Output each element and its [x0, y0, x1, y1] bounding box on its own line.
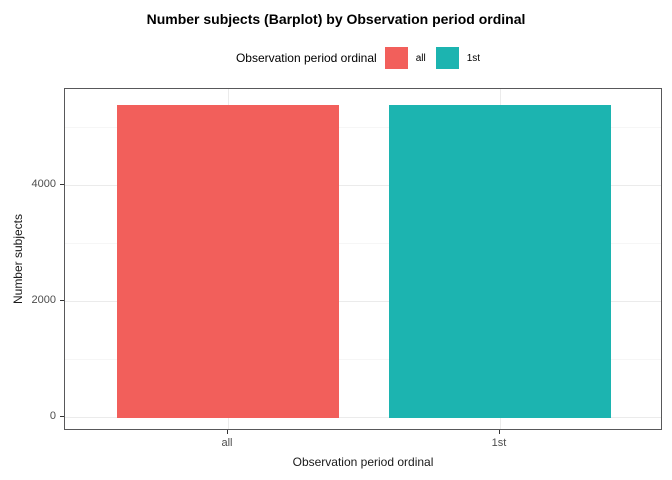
y-tick-mark — [60, 415, 64, 417]
gridline-minor — [65, 358, 661, 360]
y-tick-mark — [60, 299, 64, 301]
chart-title: Number subjects (Barplot) by Observation… — [146, 11, 526, 27]
gridline-major — [65, 416, 661, 418]
y-tick-mark — [60, 183, 64, 185]
x-tick-mark — [499, 430, 500, 434]
gridline-major — [65, 300, 661, 302]
bar-1st — [389, 104, 611, 418]
legend-swatch-all-icon — [384, 47, 408, 69]
legend-item-all: all — [384, 47, 426, 69]
legend-title: Observation period ordinal — [235, 51, 377, 65]
bar-all — [117, 104, 339, 418]
y-tick-label: 4000 — [31, 177, 56, 190]
y-tick-label: 0 — [49, 409, 56, 422]
y-tick-label: 2000 — [31, 293, 56, 306]
gridline-major — [65, 184, 661, 186]
y-axis-title: Number subjects — [11, 213, 25, 305]
legend-label-1st: 1st — [466, 52, 481, 64]
gridline-minor — [65, 242, 661, 244]
x-axis-title: Observation period ordinal — [292, 455, 434, 469]
x-tick-label: all — [221, 437, 233, 449]
plot-panel — [64, 88, 662, 430]
x-tick-mark — [227, 430, 228, 434]
legend: Observation period ordinal all 1st — [64, 47, 662, 69]
gridline-minor — [65, 126, 661, 128]
legend-item-1st: 1st — [435, 47, 481, 69]
legend-label-all: all — [415, 52, 426, 64]
x-tick-label: 1st — [491, 437, 507, 449]
legend-swatch-1st-icon — [435, 47, 459, 69]
